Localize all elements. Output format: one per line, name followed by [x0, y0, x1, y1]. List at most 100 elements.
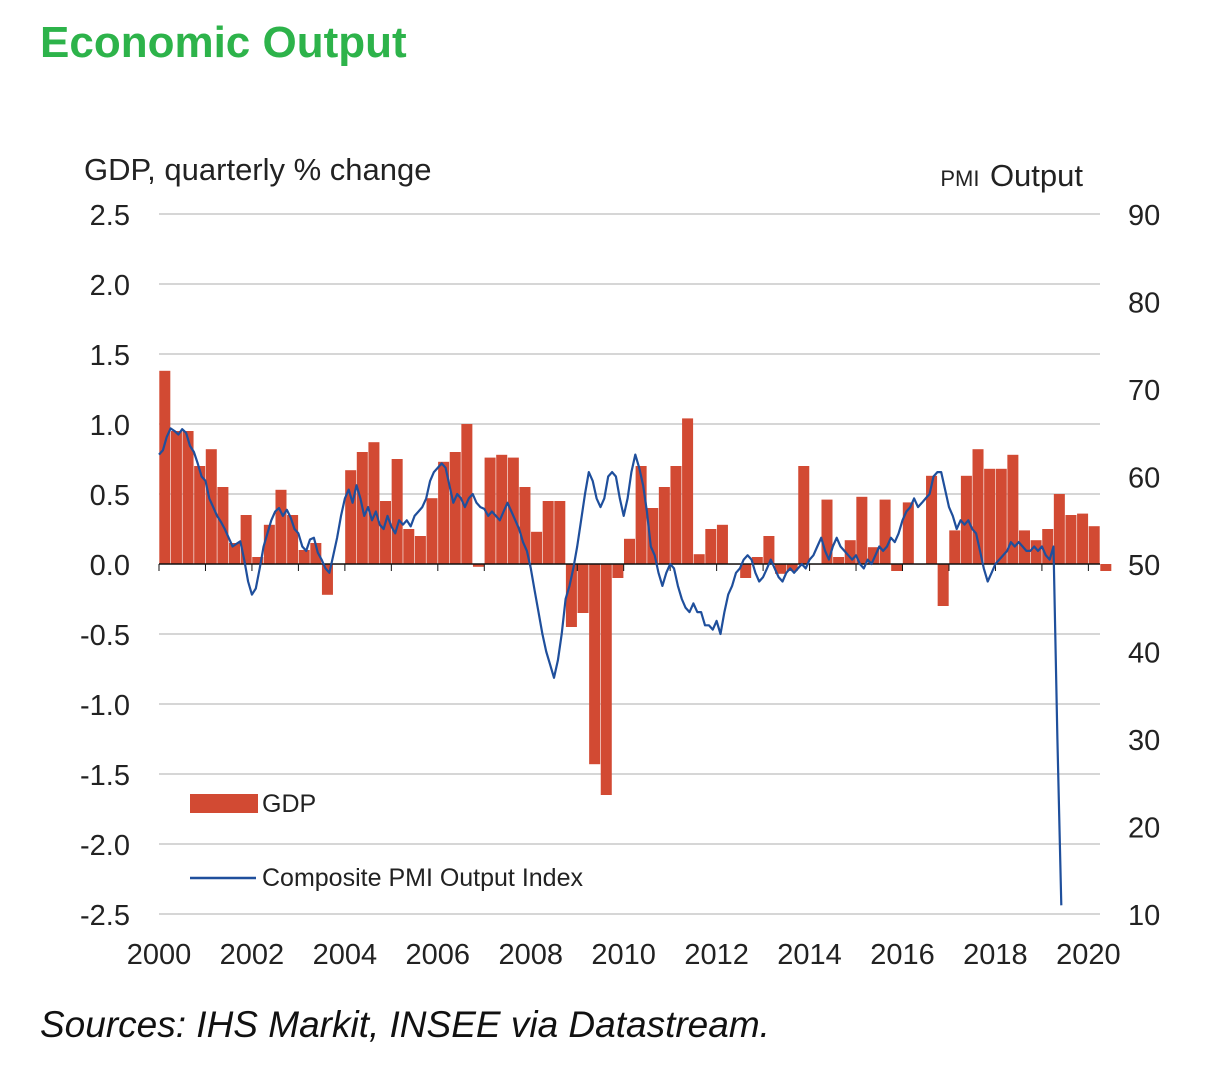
gdp-bar [647, 508, 659, 564]
gdp-bar [1053, 494, 1065, 564]
gdp-bar [229, 543, 241, 564]
gdp-bar [937, 564, 949, 606]
left-tick-label: -1.0 [80, 690, 130, 722]
source-note: Sources: IHS Markit, INSEE via Datastrea… [40, 1004, 770, 1045]
gdp-bar [391, 459, 403, 564]
gdp-bar [879, 499, 891, 564]
right-tick-label: 80 [1128, 288, 1160, 320]
gdp-bar [205, 449, 217, 564]
x-tick-label: 2012 [684, 939, 749, 971]
gdp-bars [159, 370, 1112, 795]
gdp-bar [438, 461, 450, 564]
page-title: Economic Output [40, 18, 407, 67]
grid-lines [159, 213, 1100, 915]
gdp-bar [507, 457, 519, 564]
gdp-bar [658, 487, 670, 564]
gdp-bar [577, 564, 589, 613]
gdp-bar [798, 466, 810, 564]
right-tick-label: 50 [1128, 550, 1160, 582]
right-tick-label: 60 [1128, 463, 1160, 495]
legend-gdp-label: GDP [262, 790, 316, 818]
right-tick-label: 10 [1128, 900, 1160, 932]
gdp-bar [589, 564, 601, 765]
gdp-bar [275, 489, 287, 564]
gdp-bar [972, 449, 984, 564]
x-tick-label: 2004 [313, 939, 378, 971]
gdp-bar [263, 524, 275, 564]
left-tick-label: 2.5 [90, 200, 130, 232]
gdp-bar [1065, 515, 1077, 564]
x-tick-label: 2014 [777, 939, 842, 971]
right-axis-ticks: 90 80 70 60 50 40 30 20 10 [1128, 200, 1160, 932]
gdp-bar [984, 468, 996, 564]
gdp-bar [368, 442, 380, 564]
gdp-bar [751, 557, 763, 564]
gdp-bar [472, 564, 484, 567]
left-tick-label: -1.5 [80, 760, 130, 792]
gdp-bar [775, 564, 787, 574]
gdp-bar [240, 515, 252, 564]
gdp-bar [763, 536, 775, 564]
gdp-bar [833, 557, 845, 564]
x-tick-label: 2010 [591, 939, 656, 971]
gdp-bar [380, 501, 392, 564]
gdp-bar [844, 540, 856, 564]
right-tick-label: 20 [1128, 813, 1160, 845]
gdp-bar [960, 475, 972, 564]
left-tick-label: 1.0 [90, 410, 130, 442]
gdp-bar [1030, 540, 1042, 564]
right-tick-label: 70 [1128, 375, 1160, 407]
gdp-bar [705, 529, 717, 564]
gdp-bar [1007, 454, 1019, 564]
x-tick-label: 2002 [220, 939, 285, 971]
left-tick-label: 0.5 [90, 480, 130, 512]
gdp-bar [461, 424, 473, 564]
gdp-bar [496, 454, 508, 564]
right-axis-label-main: Output [990, 158, 1083, 193]
gdp-bar [1100, 564, 1112, 571]
gdp-bar [821, 499, 833, 564]
x-tick-label: 2018 [963, 939, 1028, 971]
gdp-bar [182, 431, 194, 564]
left-tick-label: 0.0 [90, 550, 130, 582]
gdp-bar [867, 547, 879, 564]
gdp-bar [542, 501, 554, 564]
left-axis-ticks: 2.5 2.0 1.5 1.0 0.5 0.0 -0.5 -1.0 -1.5 -2.0 -2.5 [80, 200, 130, 932]
x-tick-label: 2000 [127, 939, 192, 971]
pmi-line [158, 427, 1063, 906]
pmi-line-group [158, 427, 1063, 906]
x-tick-label: 2020 [1056, 939, 1121, 971]
gdp-bar [298, 550, 310, 564]
gdp-bar [252, 557, 264, 564]
gdp-bar [926, 475, 938, 564]
gdp-bar [519, 487, 531, 564]
legend-gdp-swatch [190, 794, 258, 813]
gdp-bar [693, 554, 705, 564]
gdp-bar [995, 468, 1007, 564]
gdp-bar [786, 564, 798, 571]
gdp-bar [310, 543, 322, 564]
gdp-bar [287, 515, 299, 564]
left-tick-label: 1.5 [90, 340, 130, 372]
gdp-bar [623, 538, 636, 564]
gdp-bar [682, 418, 694, 564]
left-tick-label: -2.0 [80, 830, 130, 862]
gdp-bar [902, 502, 914, 564]
gdp-bar [670, 466, 682, 564]
gdp-bar [1042, 529, 1054, 564]
gdp-bar [740, 564, 752, 578]
gdp-bar [554, 501, 566, 564]
gdp-bar [1077, 513, 1089, 564]
right-tick-label: 90 [1128, 200, 1160, 232]
left-tick-label: 2.0 [90, 270, 130, 302]
gdp-bar [159, 370, 171, 564]
gdp-bar [426, 498, 438, 564]
gdp-bar [531, 531, 543, 564]
gdp-bar [635, 466, 647, 564]
gdp-bar [484, 457, 496, 564]
gdp-bar [170, 431, 182, 564]
right-tick-label: 30 [1128, 725, 1160, 757]
legend: GDP Composite PMI Output Index [190, 790, 583, 892]
gdp-bar [949, 530, 961, 564]
gdp-bar [716, 524, 728, 564]
